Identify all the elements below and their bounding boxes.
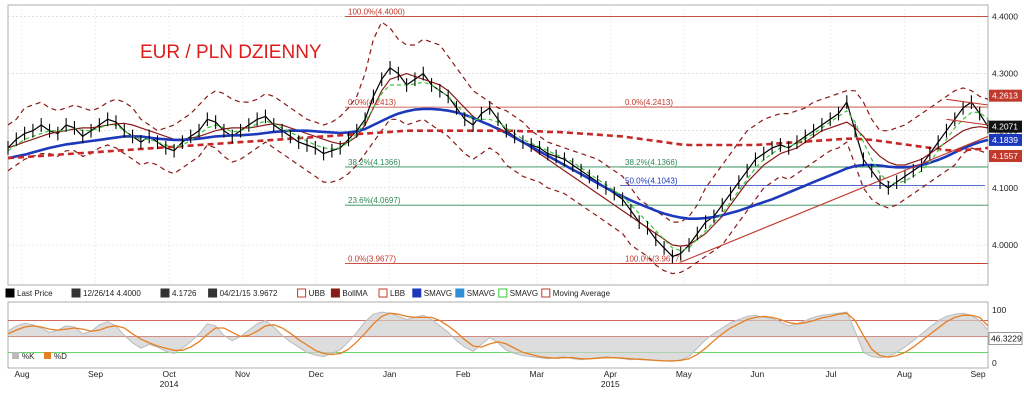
price-tag-label: 4.2613 bbox=[992, 91, 1018, 101]
legend-swatch bbox=[208, 288, 218, 298]
x-month-label: Dec bbox=[309, 369, 325, 379]
price-tag bbox=[989, 133, 1022, 146]
legend-swatch bbox=[297, 288, 307, 298]
legend-swatch bbox=[71, 288, 81, 298]
osc-k-area bbox=[8, 312, 988, 362]
x-month-label: Oct bbox=[162, 369, 176, 379]
right-fib-label: 100.0%(3.9677) bbox=[625, 254, 682, 263]
left-fib-label: 100.0%(4.4000) bbox=[348, 7, 405, 16]
legend-label: 12/26/14 4.4000 bbox=[83, 289, 141, 298]
y-tick-label: 4.1000 bbox=[992, 183, 1018, 193]
legend-label: BollMA bbox=[342, 289, 368, 298]
legend-swatch bbox=[412, 288, 422, 298]
x-month-label: Jun bbox=[751, 369, 765, 379]
osc-legend-swatch bbox=[44, 352, 51, 359]
trend-line bbox=[946, 98, 989, 106]
series-line-1 bbox=[7, 21, 989, 223]
osc-legend-label: %K bbox=[22, 352, 35, 361]
left-fib-label: 38.2%(4.1366) bbox=[348, 158, 401, 167]
legend-label: SMAVG bbox=[424, 289, 452, 298]
x-month-label: May bbox=[676, 369, 693, 379]
legend-label: LBB bbox=[390, 289, 405, 298]
legend-swatch bbox=[5, 288, 15, 298]
x-year-label: 2015 bbox=[601, 379, 620, 389]
x-month-label: Feb bbox=[456, 369, 471, 379]
osc-legend-label: %D bbox=[54, 352, 67, 361]
x-month-label: Sep bbox=[970, 369, 985, 379]
osc-k-line bbox=[7, 311, 989, 362]
legend-swatch bbox=[455, 288, 465, 298]
price-tag bbox=[989, 150, 1022, 163]
right-fib-label: 50.0%(4.1043) bbox=[625, 176, 678, 185]
x-month-label: Apr bbox=[604, 369, 617, 379]
left-fib-label: 0.0%(4.2413) bbox=[348, 98, 396, 107]
right-fib-label: 38.2%(4.1366) bbox=[625, 158, 678, 167]
legend-label: 4.1726 bbox=[172, 289, 197, 298]
series-line-5 bbox=[7, 129, 989, 160]
right-fib-label: 0.0%(4.2413) bbox=[625, 98, 673, 107]
legend-label: UBB bbox=[309, 289, 325, 298]
trend-line bbox=[680, 135, 989, 263]
series-line-4 bbox=[7, 107, 989, 220]
price-tag bbox=[989, 120, 1022, 133]
x-month-label: Aug bbox=[897, 369, 912, 379]
osc-tick-label: 100 bbox=[992, 305, 1006, 315]
osc-legend-swatch bbox=[12, 352, 19, 359]
x-month-label: Mar bbox=[529, 369, 544, 379]
legend-label: SMAVG bbox=[467, 289, 495, 298]
x-month-label: Aug bbox=[14, 369, 29, 379]
osc-current-label: 46.3229 bbox=[991, 334, 1022, 344]
legend-label: SMAVG bbox=[510, 289, 538, 298]
legend-label: 04/21/15 3.9672 bbox=[220, 289, 278, 298]
price-tag-label: 4.2071 bbox=[992, 122, 1018, 132]
osc-current-tag bbox=[988, 332, 1023, 345]
chart-title: EUR / PLN DZIENNY bbox=[140, 42, 322, 63]
x-month-label: Jul bbox=[825, 369, 836, 379]
legend-label: Last Price bbox=[17, 289, 53, 298]
y-tick-label: 4.4000 bbox=[992, 11, 1018, 21]
legend-swatch bbox=[541, 288, 551, 298]
legend-swatch bbox=[498, 288, 508, 298]
left-fib-label: 0.0%(3.9677) bbox=[348, 254, 396, 263]
x-month-label: Jan bbox=[383, 369, 397, 379]
y-tick-label: 4.0000 bbox=[992, 240, 1018, 250]
price-tag-label: 4.1839 bbox=[992, 135, 1018, 145]
x-month-label: Sep bbox=[88, 369, 103, 379]
y-tick-label: 4.3000 bbox=[992, 69, 1018, 79]
legend-swatch bbox=[160, 288, 170, 298]
legend-swatch bbox=[330, 288, 340, 298]
osc-tick-label: 0 bbox=[992, 358, 997, 368]
legend-label: Moving Average bbox=[553, 289, 611, 298]
series-line-2 bbox=[7, 118, 989, 275]
price-tag-label: 4.1557 bbox=[992, 151, 1018, 161]
left-fib-label: 23.6%(4.0697) bbox=[348, 196, 401, 205]
legend-swatch bbox=[378, 288, 388, 298]
price-tag bbox=[989, 89, 1022, 102]
trend-line bbox=[946, 118, 989, 126]
osc-d-line bbox=[7, 312, 989, 362]
x-year-label: 2014 bbox=[160, 379, 179, 389]
x-month-label: Nov bbox=[235, 369, 251, 379]
